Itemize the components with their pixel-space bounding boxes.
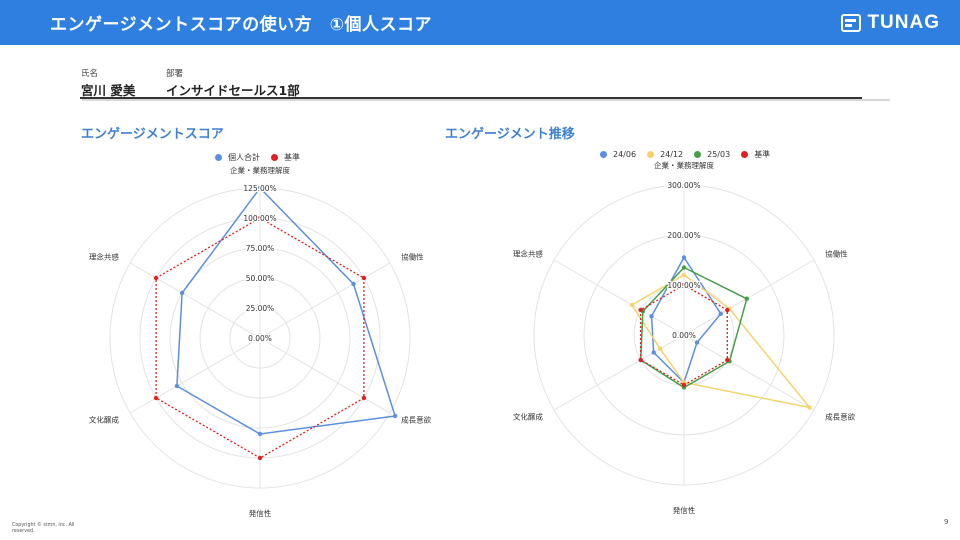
chart2-data-point bbox=[725, 307, 730, 313]
chart1-data-point bbox=[361, 275, 367, 281]
chart1-data-point bbox=[351, 281, 356, 287]
chart1-data-point bbox=[257, 455, 263, 461]
legend-label: 個人合計 bbox=[228, 153, 260, 162]
chart1-tick-label: 100.00% bbox=[243, 214, 276, 223]
info-divider bbox=[80, 97, 862, 99]
legend-label: 25/03 bbox=[707, 150, 731, 159]
legend-dot-icon bbox=[271, 154, 278, 161]
chart2-axis-label: 発信性 bbox=[673, 505, 696, 515]
chart1-data-point bbox=[257, 431, 263, 437]
chart2-data-point bbox=[657, 346, 663, 351]
chart2-data-point bbox=[681, 265, 687, 270]
chart2-data-point bbox=[718, 311, 724, 316]
info-divider-shadow bbox=[82, 99, 890, 101]
legend-dot-icon bbox=[215, 154, 222, 161]
legend-item: 24/06 bbox=[600, 150, 636, 159]
chart2-data-point bbox=[681, 382, 687, 388]
chart1-axis-label: 理念共感 bbox=[89, 252, 119, 262]
logo-text: TUNAG bbox=[867, 12, 940, 33]
legend-dot-icon bbox=[600, 151, 607, 158]
chart2-legend: 24/06 24/12 25/03 基準 bbox=[600, 149, 781, 160]
chart1-spoke bbox=[129, 337, 261, 414]
chart2-tick-label: 200.00% bbox=[667, 231, 700, 240]
name-label: 氏名 bbox=[81, 69, 99, 79]
chart2-data-point bbox=[694, 340, 700, 345]
chart1-spoke bbox=[259, 337, 391, 414]
chart2-spoke bbox=[683, 334, 815, 411]
legend-item: 25/03 bbox=[694, 150, 730, 159]
chart2-tick-label: 100.00% bbox=[667, 281, 700, 290]
chart1-data-point bbox=[392, 413, 398, 419]
legend-label: 基準 bbox=[284, 153, 300, 162]
legend-item: 個人合計 bbox=[215, 152, 260, 163]
chart1-axis-label: 協働性 bbox=[401, 252, 424, 262]
legend-dot-icon bbox=[741, 151, 749, 158]
chart1-axis-label: 企業・業務理解度 bbox=[230, 165, 290, 175]
chart1-tick-label: 0.00% bbox=[248, 334, 272, 343]
legend-item: 基準 bbox=[271, 152, 300, 163]
chart2-spoke bbox=[683, 259, 815, 336]
legend-label: 24/12 bbox=[660, 150, 684, 159]
chart2-spoke bbox=[553, 334, 685, 411]
name-value: 宮川 愛美 bbox=[81, 83, 136, 98]
chart1-title: エンゲージメントスコア bbox=[81, 127, 224, 142]
chart1-tick-label: 50.00% bbox=[246, 274, 275, 283]
chart1-tick-label: 125.00% bbox=[243, 184, 276, 193]
chart1-axis-label: 文化醸成 bbox=[89, 415, 119, 425]
page-title: エンゲージメントスコアの使い方 ①個人スコア bbox=[50, 15, 433, 35]
legend-dot-icon bbox=[647, 151, 655, 158]
legend-item: 24/12 bbox=[647, 150, 683, 159]
chart1-data-point bbox=[361, 395, 367, 401]
chart1-axis-label: 発信性 bbox=[249, 508, 272, 518]
chart2-axis-label: 企業・業務理解度 bbox=[654, 160, 714, 170]
chart2-axis-label: 文化醸成 bbox=[513, 412, 543, 422]
chart2-data-point bbox=[651, 350, 656, 355]
copyright-text: Copyright © stmn, inc. All reserved. bbox=[12, 523, 75, 534]
page-number: 9 bbox=[944, 518, 949, 526]
chart1-data-point bbox=[174, 383, 180, 389]
chart2-spoke bbox=[553, 259, 685, 336]
chart2-data-point bbox=[725, 357, 730, 363]
dept-label: 部署 bbox=[166, 69, 184, 79]
chart1-axis-label: 成長意欲 bbox=[401, 415, 431, 425]
header-bar bbox=[0, 0, 960, 45]
chart2-data-point bbox=[681, 255, 687, 260]
legend-label: 基準 bbox=[754, 150, 771, 159]
legend-dot-icon bbox=[694, 151, 702, 158]
chart2-data-point bbox=[807, 405, 812, 410]
chart2-title: エンゲージメント推移 bbox=[445, 127, 575, 142]
chart1-data-point bbox=[153, 395, 159, 401]
chart2-data-point bbox=[744, 296, 749, 301]
legend-item: 基準 bbox=[741, 149, 770, 160]
chart1-data-point bbox=[257, 185, 263, 191]
chart2-axis-label: 成長意欲 bbox=[825, 412, 855, 422]
chart1-tick-label: 75.00% bbox=[246, 244, 275, 253]
chart2-axis-label: 協働性 bbox=[825, 249, 848, 259]
chart1-data-point bbox=[153, 275, 159, 281]
chart2-data-point bbox=[681, 272, 687, 278]
chart2-data-point bbox=[681, 282, 687, 288]
brand-logo: TUNAG bbox=[841, 11, 940, 35]
chart1-data-point bbox=[257, 215, 263, 221]
chart2-tick-label: 0.00% bbox=[672, 331, 696, 340]
chart1-legend: 個人合計 基準 bbox=[215, 152, 311, 163]
legend-label: 24/06 bbox=[613, 150, 637, 159]
chart1-spoke bbox=[259, 262, 391, 339]
dept-value: インサイドセールス1部 bbox=[166, 83, 300, 98]
chart2-data-point bbox=[649, 314, 654, 319]
chart1-tick-label: 25.00% bbox=[246, 304, 275, 313]
tunag-logo-icon bbox=[841, 14, 862, 32]
chart2-data-point bbox=[629, 302, 635, 308]
chart2-data-point bbox=[638, 357, 643, 363]
chart2-axis-label: 理念共感 bbox=[513, 249, 543, 259]
chart2-tick-label: 300.00% bbox=[667, 181, 700, 190]
chart1-data-point bbox=[179, 290, 185, 296]
chart1-spoke bbox=[129, 262, 261, 339]
chart2-data-point bbox=[638, 307, 643, 313]
